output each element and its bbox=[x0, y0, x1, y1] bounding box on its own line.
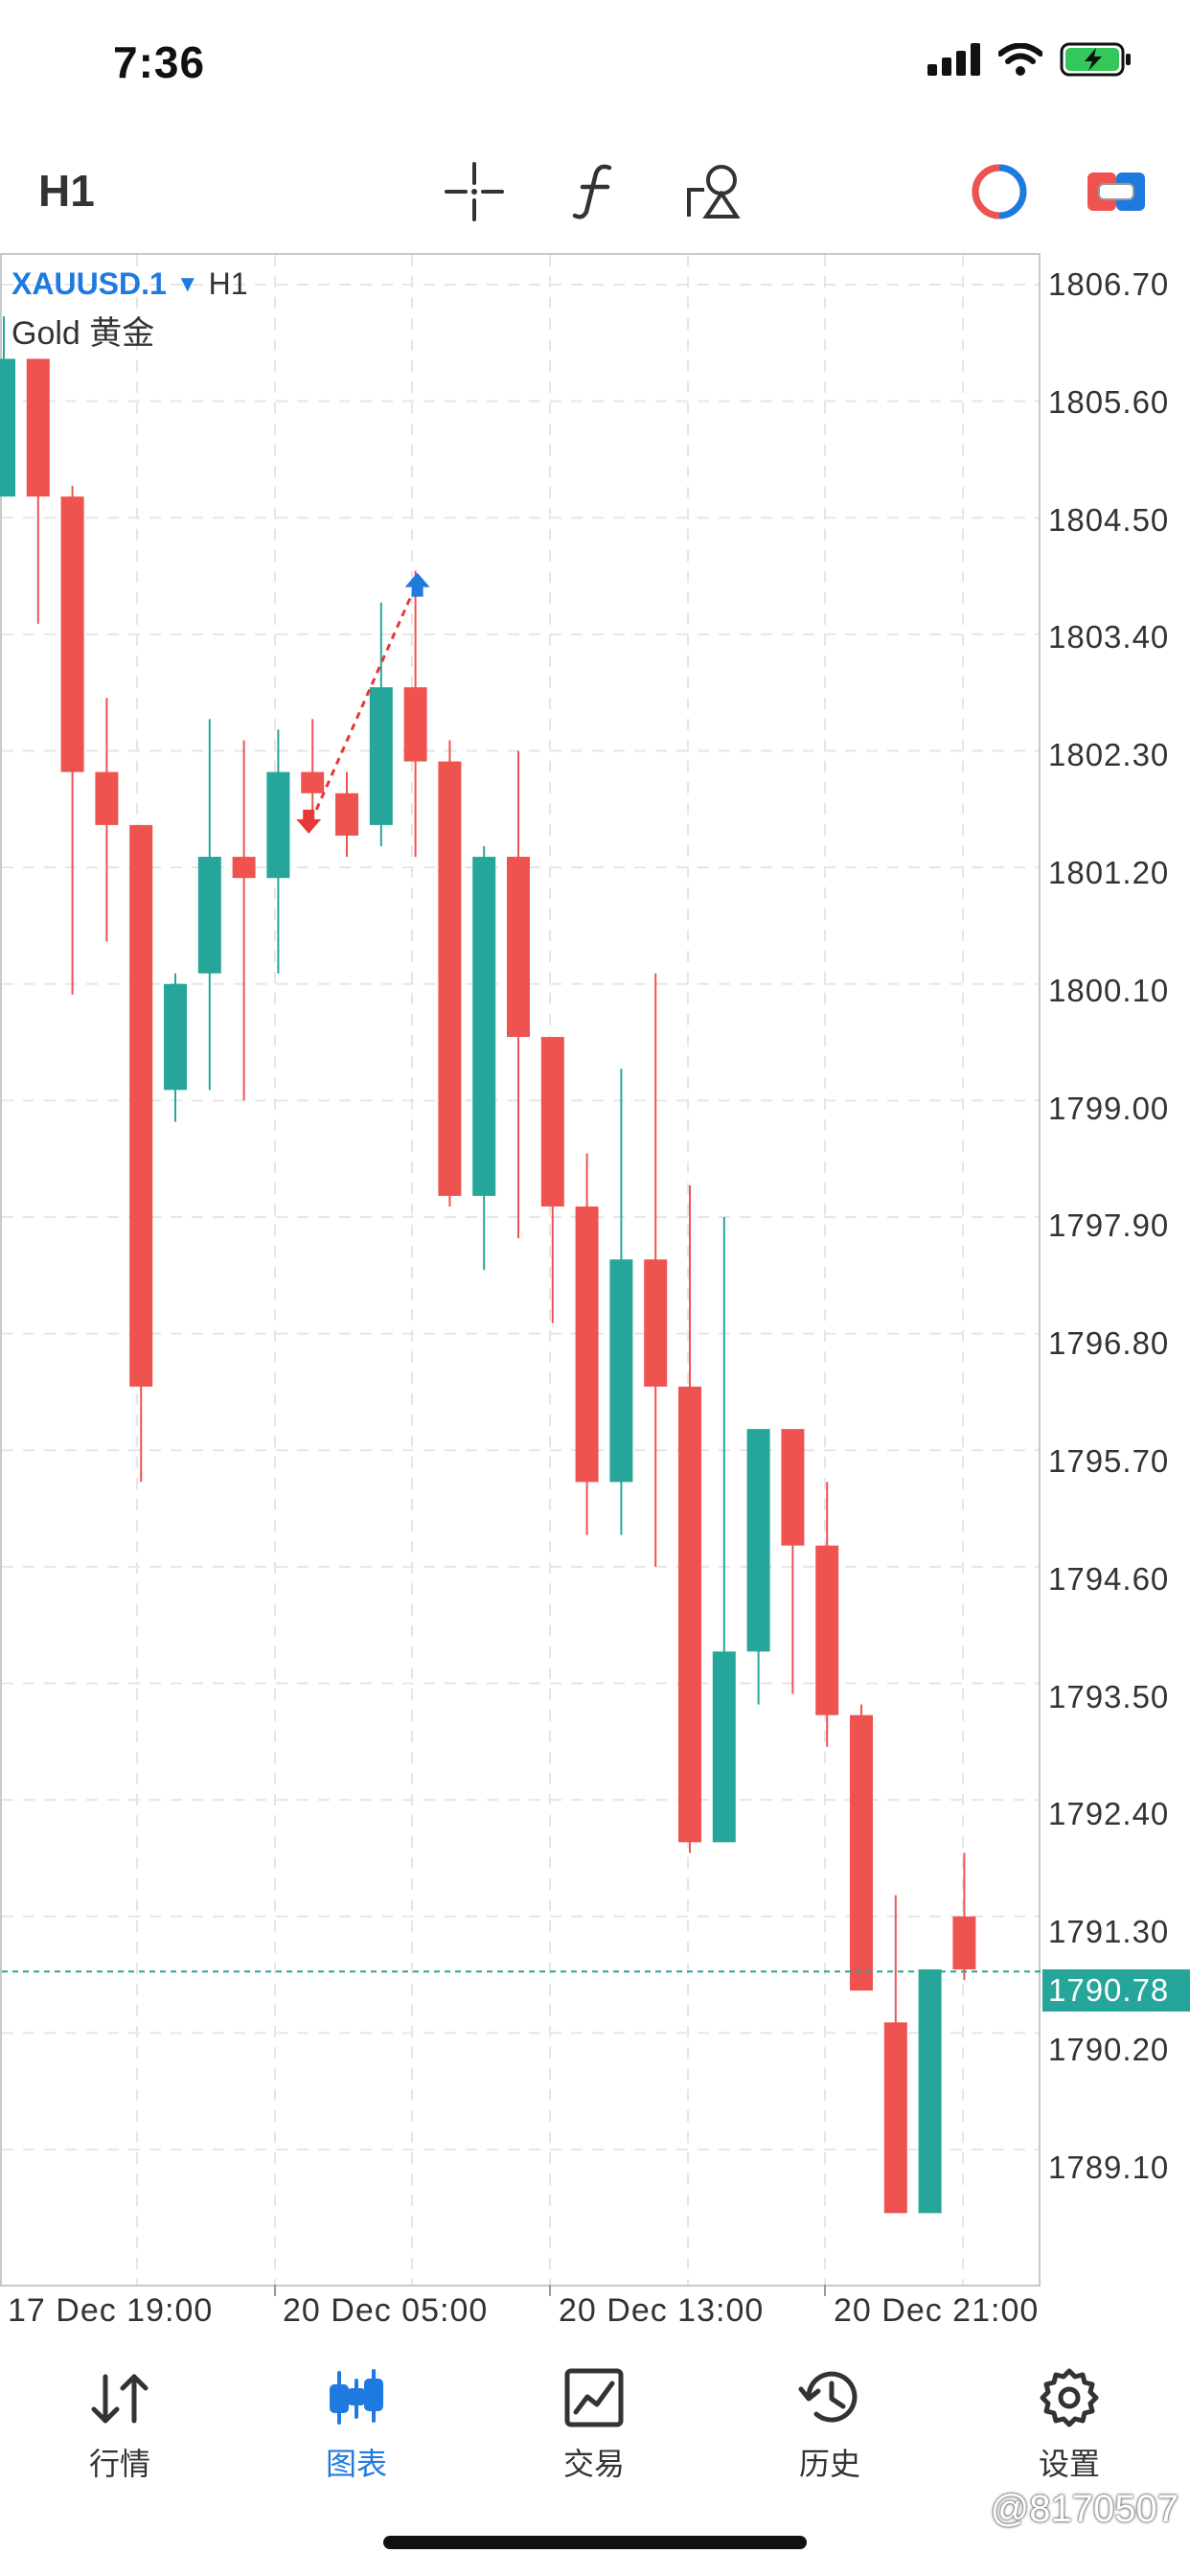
x-tick-label: 20 Dec 05:00 bbox=[283, 2292, 489, 2329]
candle-body bbox=[746, 1429, 770, 1652]
candle-body bbox=[781, 1429, 805, 1546]
tab-history[interactable]: 历史 bbox=[753, 2338, 906, 2482]
candle-body bbox=[952, 1916, 976, 1970]
chart-toolbar: H1 bbox=[0, 144, 1190, 240]
y-tick-label: 1794.60 bbox=[1048, 1561, 1170, 1597]
candle-body bbox=[644, 1259, 668, 1387]
y-tick-label: 1795.70 bbox=[1048, 1443, 1170, 1479]
settings-icon bbox=[1040, 2368, 1099, 2427]
cellular-signal-icon bbox=[927, 43, 980, 76]
candle-body bbox=[575, 1206, 599, 1483]
candle-body bbox=[95, 771, 119, 825]
y-tick-label: 1804.50 bbox=[1048, 502, 1170, 538]
chart-area[interactable] bbox=[0, 253, 1041, 2287]
candle-body bbox=[540, 1037, 564, 1207]
candle-body bbox=[815, 1545, 839, 1715]
shapes-icon bbox=[687, 165, 741, 218]
y-tick-label: 1791.30 bbox=[1048, 1914, 1170, 1949]
home-indicator[interactable] bbox=[383, 2536, 807, 2549]
candle-body bbox=[850, 1714, 873, 1991]
y-tick-label: 1796.80 bbox=[1048, 1325, 1170, 1361]
candle-body bbox=[369, 687, 393, 825]
candle-body bbox=[438, 761, 462, 1196]
tab-label: 历史 bbox=[798, 2447, 860, 2481]
candle-body bbox=[883, 2022, 907, 2214]
trade-connector-line bbox=[314, 593, 413, 811]
y-tick-label: 1800.10 bbox=[1048, 973, 1170, 1008]
x-tick-label: 20 Dec 21:00 bbox=[834, 2292, 1040, 2329]
y-tick-label: 1799.00 bbox=[1048, 1091, 1170, 1126]
wifi-icon bbox=[998, 43, 1042, 76]
status-icons bbox=[927, 42, 1133, 77]
tab-label: 行情 bbox=[88, 2447, 150, 2481]
y-tick-label: 1802.30 bbox=[1048, 737, 1170, 772]
candle-body bbox=[232, 857, 256, 879]
trade-button[interactable] bbox=[1083, 158, 1150, 225]
symbol-description: Gold 黄金 bbox=[11, 315, 155, 352]
candle-body bbox=[0, 358, 15, 497]
y-tick-label: 1789.10 bbox=[1048, 2150, 1170, 2185]
symbol-timeframe: H1 bbox=[208, 266, 248, 301]
chart-icon bbox=[330, 2369, 383, 2425]
tab-quotes[interactable]: 行情 bbox=[43, 2338, 196, 2482]
history-icon bbox=[798, 2371, 858, 2423]
tab-trade[interactable]: 交易 bbox=[517, 2338, 671, 2482]
candle-body bbox=[335, 793, 358, 836]
candle-body bbox=[164, 983, 187, 1091]
candle-body bbox=[129, 824, 153, 1387]
candle-body bbox=[266, 771, 290, 879]
one-click-trading-button[interactable] bbox=[966, 158, 1033, 225]
symbol-dropdown-icon[interactable]: ▼ bbox=[175, 270, 199, 297]
y-tick-label: 1801.20 bbox=[1048, 855, 1170, 890]
crosshair-icon bbox=[445, 162, 504, 221]
current-price-tag: 1790.78 bbox=[1042, 1969, 1190, 2012]
candle-body bbox=[678, 1386, 701, 1843]
candle-body bbox=[507, 857, 530, 1038]
timer-icon bbox=[972, 164, 1027, 219]
candlestick-chart[interactable] bbox=[0, 0, 1190, 2338]
tab-chart[interactable]: 图表 bbox=[280, 2338, 433, 2482]
y-tick-label: 1793.50 bbox=[1048, 1679, 1170, 1714]
tab-label: 交易 bbox=[562, 2447, 625, 2481]
trade-icon bbox=[564, 2368, 624, 2427]
candle-body bbox=[609, 1259, 633, 1483]
tab-label: 图表 bbox=[325, 2447, 387, 2481]
candle-body bbox=[472, 857, 496, 1196]
tab-label: 设置 bbox=[1038, 2447, 1100, 2481]
watermark-text: @8170507 bbox=[990, 2488, 1179, 2530]
y-tick-label: 1805.60 bbox=[1048, 384, 1170, 420]
function-icon bbox=[572, 164, 612, 219]
y-tick-label: 1806.70 bbox=[1048, 266, 1170, 302]
candle-body bbox=[918, 1969, 942, 2214]
y-tick-label: 1790.20 bbox=[1048, 2032, 1170, 2067]
x-tick-label: 17 Dec 19:00 bbox=[8, 2292, 214, 2329]
status-time: 7:36 bbox=[113, 37, 206, 87]
y-tick-label: 1792.40 bbox=[1048, 1796, 1170, 1831]
quotes-icon bbox=[91, 2374, 149, 2424]
y-tick-label: 1797.90 bbox=[1048, 1208, 1170, 1243]
symbol-name[interactable]: XAUUSD.1 bbox=[11, 266, 167, 301]
watermark: @8170507 bbox=[991, 2488, 1179, 2531]
sell-arrow-icon bbox=[296, 809, 322, 834]
candle-body bbox=[60, 496, 84, 772]
battery-charging-icon bbox=[1060, 42, 1131, 77]
crosshair-button[interactable] bbox=[441, 158, 508, 225]
buy-arrow-icon bbox=[404, 572, 430, 597]
y-tick-label: 1803.40 bbox=[1048, 619, 1170, 655]
objects-button[interactable] bbox=[680, 158, 747, 225]
trade-panel-icon bbox=[1087, 172, 1145, 211]
timeframe-selector[interactable]: H1 bbox=[38, 166, 95, 216]
indicators-button[interactable] bbox=[561, 158, 629, 225]
candle-body bbox=[26, 358, 50, 497]
candle-body bbox=[301, 771, 325, 794]
tab-settings[interactable]: 设置 bbox=[993, 2338, 1146, 2482]
bottom-tab-bar: 行情 图表 交易 bbox=[0, 2338, 1190, 2482]
x-tick-label: 20 Dec 13:00 bbox=[559, 2292, 765, 2329]
candle-body bbox=[197, 857, 221, 974]
symbol-header[interactable]: XAUUSD.1 ▼ H1 bbox=[11, 266, 247, 302]
status-bar: 7:36 bbox=[0, 0, 1190, 125]
candle-body bbox=[403, 687, 427, 762]
candle-body bbox=[712, 1651, 736, 1843]
